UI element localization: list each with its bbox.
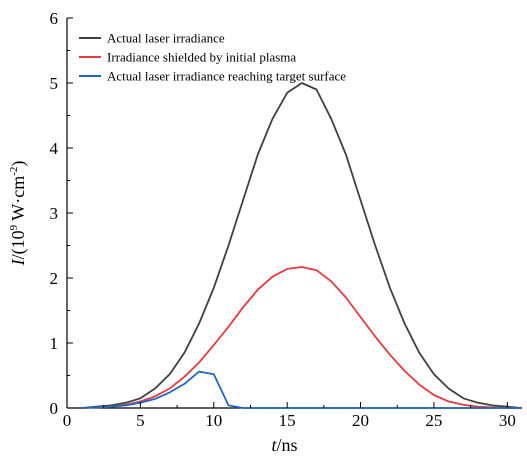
- legend-label-3: Actual laser irradiance reaching target …: [107, 69, 346, 84]
- series-line-1: [81, 82, 523, 409]
- x-tick-label: 30: [499, 411, 516, 430]
- x-tick-label: 0: [63, 411, 72, 430]
- x-axis-title: t/ns: [271, 435, 297, 455]
- ticks: 0 5 10 15 20 25 30 0 1 2 3 4 5 6: [50, 9, 516, 430]
- x-axis-unit: /ns: [277, 435, 298, 455]
- legend: Actual laser irradiance Irradiance shield…: [79, 31, 346, 84]
- y-axis-unit-exponent2: -2: [8, 167, 20, 176]
- series-line-2: [81, 266, 522, 409]
- x-tick-label: 5: [136, 411, 145, 430]
- y-axis-unit-suffix: ): [8, 161, 29, 167]
- y-axis-unit-middle: W·cm: [8, 176, 28, 225]
- y-tick-label: 3: [50, 204, 59, 223]
- x-tick-label: 15: [279, 411, 296, 430]
- y-axis-variable: I: [8, 258, 28, 266]
- y-tick-label: 1: [50, 334, 59, 353]
- y-tick-label: 6: [50, 9, 59, 28]
- y-tick-label: 4: [50, 139, 59, 158]
- legend-label-1: Actual laser irradiance: [107, 31, 225, 46]
- x-tick-label: 25: [425, 411, 442, 430]
- y-axis-title: I/(109 W·cm-2): [8, 161, 29, 267]
- x-tick-label: 10: [205, 411, 222, 430]
- legend-label-2: Irradiance shielded by initial plasma: [107, 50, 296, 65]
- y-tick-label: 5: [50, 74, 59, 93]
- y-axis-unit-exponent: 9: [8, 224, 20, 230]
- y-tick-label: 2: [50, 269, 59, 288]
- series-layer: [81, 82, 523, 409]
- x-tick-label: 20: [352, 411, 369, 430]
- y-axis-unit-prefix: /(10: [8, 230, 29, 259]
- x-axis-variable: t: [271, 435, 277, 455]
- series-line-3: [81, 370, 522, 409]
- y-tick-label: 0: [50, 399, 59, 418]
